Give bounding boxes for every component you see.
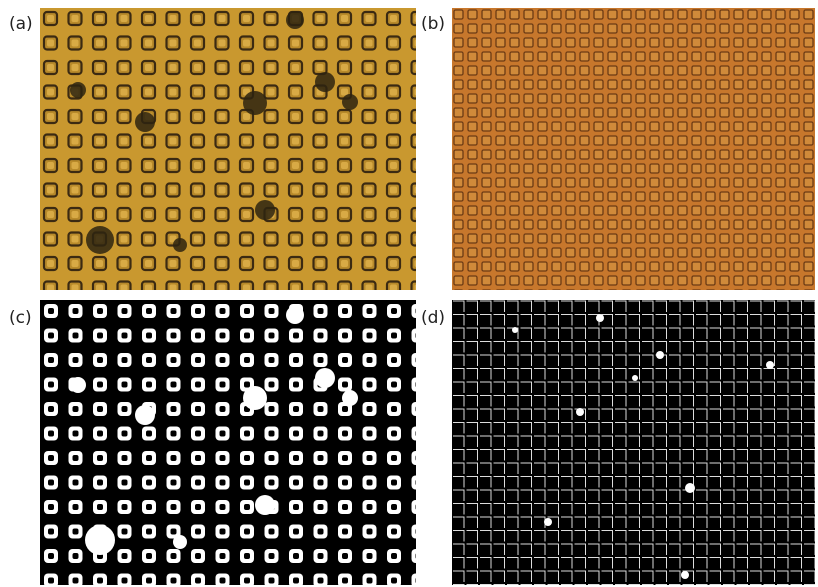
panel-b	[452, 8, 815, 290]
panel-label: (c)	[9, 308, 32, 328]
panel-label: (d)	[421, 308, 445, 328]
panel-label: (b)	[421, 14, 445, 34]
panel-c	[40, 300, 416, 585]
panel-label: (a)	[9, 14, 33, 34]
micrograph	[452, 8, 815, 290]
panel-d	[452, 300, 815, 585]
figure: (a) (b) (c) (d)	[0, 0, 818, 587]
binary-image	[452, 300, 815, 585]
panel-a	[40, 8, 416, 290]
page: (a) (b) (c) (d) (() => { const data = JS…	[0, 0, 818, 587]
